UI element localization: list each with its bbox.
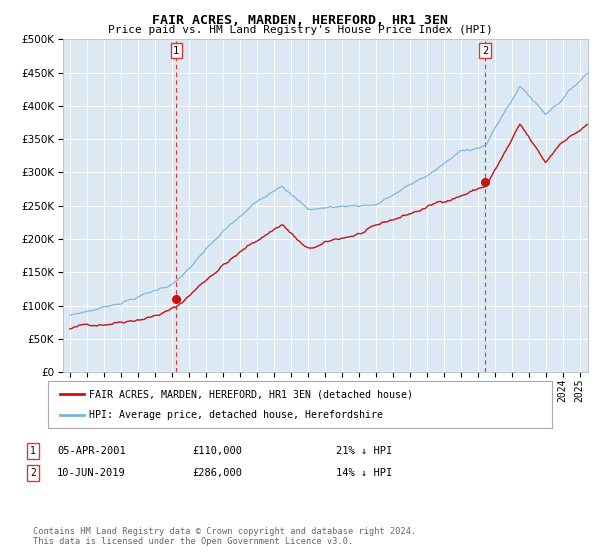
Text: 10-JUN-2019: 10-JUN-2019 <box>57 468 126 478</box>
Text: FAIR ACRES, MARDEN, HEREFORD, HR1 3EN (detached house): FAIR ACRES, MARDEN, HEREFORD, HR1 3EN (d… <box>89 389 413 399</box>
Text: 05-APR-2001: 05-APR-2001 <box>57 446 126 456</box>
Text: 1: 1 <box>30 446 36 456</box>
Text: £286,000: £286,000 <box>192 468 242 478</box>
Text: 2: 2 <box>482 46 488 56</box>
Text: 14% ↓ HPI: 14% ↓ HPI <box>336 468 392 478</box>
Text: 1: 1 <box>173 46 179 56</box>
Text: Contains HM Land Registry data © Crown copyright and database right 2024.
This d: Contains HM Land Registry data © Crown c… <box>33 526 416 546</box>
Text: 2: 2 <box>30 468 36 478</box>
Text: Price paid vs. HM Land Registry's House Price Index (HPI): Price paid vs. HM Land Registry's House … <box>107 25 493 35</box>
Text: HPI: Average price, detached house, Herefordshire: HPI: Average price, detached house, Here… <box>89 410 383 420</box>
Text: 21% ↓ HPI: 21% ↓ HPI <box>336 446 392 456</box>
Text: FAIR ACRES, MARDEN, HEREFORD, HR1 3EN: FAIR ACRES, MARDEN, HEREFORD, HR1 3EN <box>152 14 448 27</box>
Text: £110,000: £110,000 <box>192 446 242 456</box>
